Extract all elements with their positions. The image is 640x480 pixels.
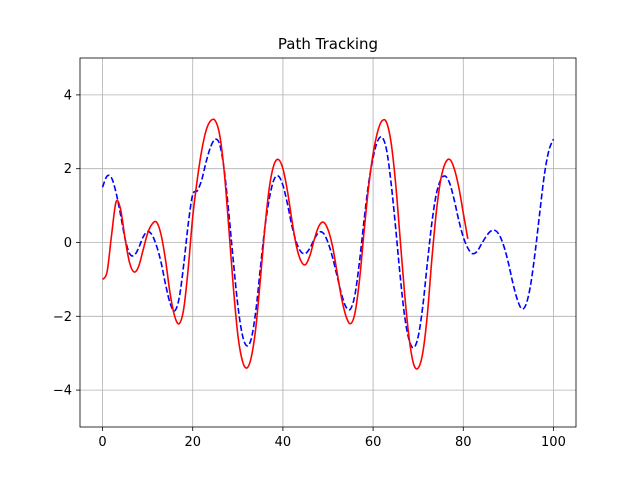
- y-tick-label: −2: [53, 310, 72, 325]
- x-tick-label: 100: [541, 435, 566, 450]
- y-tick-label: −4: [53, 384, 72, 399]
- tracked-path-line: [101, 118, 469, 370]
- y-tick-label: 2: [64, 162, 72, 177]
- y-tick-label: 0: [64, 236, 72, 251]
- data-series: [101, 118, 555, 370]
- axis-ticks: 0 20 40 60 80 100 −4 −2 0 2 4: [53, 88, 566, 450]
- grid-lines: [80, 58, 576, 427]
- x-tick-label: 40: [275, 435, 292, 450]
- x-tick-label: 80: [455, 435, 472, 450]
- x-tick-label: 60: [365, 435, 382, 450]
- chart-title: Path Tracking: [278, 35, 378, 53]
- x-tick-label: 20: [184, 435, 201, 450]
- reference-path-line: [101, 136, 555, 349]
- x-tick-label: 0: [98, 435, 106, 450]
- y-tick-label: 4: [64, 88, 72, 103]
